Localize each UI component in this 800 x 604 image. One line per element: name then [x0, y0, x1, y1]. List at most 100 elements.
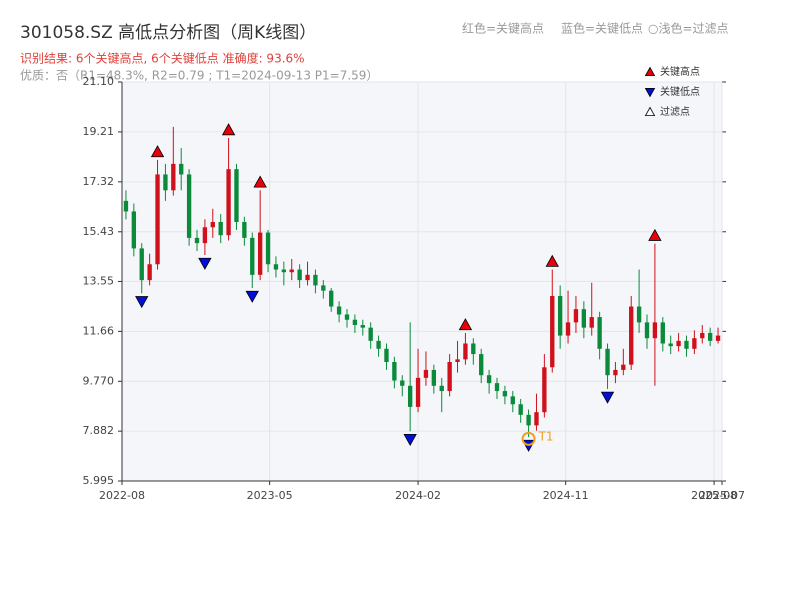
candle-body	[605, 348, 610, 376]
candle-body	[257, 232, 263, 275]
candle-body	[589, 317, 594, 328]
key-point-marker	[150, 145, 165, 158]
candle-body	[439, 385, 444, 392]
candle-body	[281, 269, 287, 273]
candle-body	[297, 269, 302, 281]
legend-label: 过滤点	[660, 105, 690, 118]
candle-body	[186, 174, 192, 238]
chart-subtitle: 识别结果: 6个关键高点, 6个关键低点 准确度: 93.6%	[20, 51, 305, 66]
candle-body	[557, 295, 563, 336]
x-tick-label: 2025-07	[699, 489, 745, 502]
candle-body	[684, 340, 689, 349]
y-tick-label: 7.882	[83, 424, 115, 437]
candle-body	[313, 274, 318, 286]
candle-body	[234, 169, 239, 222]
key-point-marker	[545, 254, 559, 267]
x-tick-label: 2025-08	[691, 489, 737, 502]
candle-body	[518, 404, 523, 415]
candle-body	[668, 343, 673, 347]
legend-label: 关键高点	[660, 65, 700, 78]
x-tick-label: 2023-05	[247, 489, 293, 502]
legend-marker	[644, 66, 656, 76]
legend-marker	[644, 106, 656, 116]
candle-body	[360, 325, 365, 328]
candle-body	[202, 227, 208, 244]
key-point-marker	[253, 175, 267, 188]
candle-body	[265, 232, 271, 265]
candle-body	[471, 343, 476, 355]
candle-body	[486, 375, 492, 384]
y-tick-label: 9.770	[83, 374, 115, 387]
candle-body	[502, 391, 508, 397]
candle-body	[218, 222, 223, 236]
candle-body	[329, 290, 334, 307]
key-point-marker	[221, 123, 236, 136]
top-note: 蓝色=关键低点	[561, 22, 643, 36]
chart-title: 301058.SZ 高低点分析图（周K线图）	[20, 23, 316, 43]
candle-body	[321, 285, 326, 291]
y-tick-label: 17.32	[83, 175, 115, 188]
candle-body	[384, 348, 389, 362]
y-tick-label: 21.10	[83, 75, 115, 88]
candle-body	[171, 163, 176, 191]
key-point-marker	[135, 296, 149, 309]
candle-body	[400, 380, 405, 386]
key-point-marker	[600, 391, 615, 404]
candle-body	[715, 335, 721, 341]
candle-body	[494, 383, 500, 392]
key-point-marker	[458, 318, 473, 331]
key-point-marker	[198, 257, 212, 270]
candle-body	[700, 332, 705, 339]
candle-body	[305, 274, 310, 281]
candle-body	[479, 354, 484, 376]
candle-body	[692, 338, 697, 349]
candle-body	[565, 322, 571, 336]
candle-body	[652, 322, 658, 339]
candle-body	[407, 385, 413, 407]
key-point-marker	[245, 290, 259, 303]
candle-body	[636, 306, 642, 323]
candle-body	[163, 174, 168, 191]
candle-body	[526, 414, 531, 426]
candle-body	[376, 340, 381, 349]
candle-body	[510, 396, 515, 405]
x-tick-label: 2024-11	[543, 489, 589, 502]
candle-body	[336, 306, 342, 315]
candle-body	[676, 340, 681, 347]
candle-body	[660, 322, 665, 344]
candle-body	[179, 163, 184, 175]
y-tick-label: 5.995	[83, 474, 115, 487]
y-tick-label: 15.43	[83, 225, 115, 238]
top-note: 红色=关键高点	[462, 21, 544, 36]
candle-body	[352, 319, 358, 326]
candle-body	[423, 369, 429, 378]
chart-info: 优质：否（R1=48.3%, R2=0.79 ; T1=2024-09-13 P…	[20, 69, 378, 83]
candle-body	[463, 343, 468, 360]
candle-body	[613, 369, 618, 376]
candle-body	[139, 248, 144, 281]
legend-label: 关键低点	[660, 85, 700, 98]
annotation-label: T1	[538, 429, 554, 443]
key-point-marker	[403, 434, 417, 447]
legend-marker	[644, 88, 656, 98]
candle-body	[415, 377, 421, 407]
candle-body	[273, 264, 279, 270]
candle-body	[392, 362, 397, 381]
candle-body	[644, 322, 650, 339]
candle-body	[581, 309, 587, 328]
candle-body	[597, 317, 602, 349]
candle-body	[344, 314, 350, 320]
candle-body	[155, 174, 160, 265]
x-tick-label: 2024-02	[395, 489, 441, 502]
candle-body	[707, 332, 713, 341]
top-note: ○浅色=过滤点	[648, 22, 729, 36]
y-tick-label: 13.55	[83, 274, 115, 287]
annotation-circle	[521, 431, 536, 446]
y-tick-label: 11.66	[83, 324, 115, 337]
x-tick-label: 2022-08	[99, 489, 145, 502]
candle-body	[550, 295, 555, 368]
candle-body	[447, 362, 452, 392]
candle-body	[250, 237, 255, 275]
candle-body	[131, 211, 137, 249]
